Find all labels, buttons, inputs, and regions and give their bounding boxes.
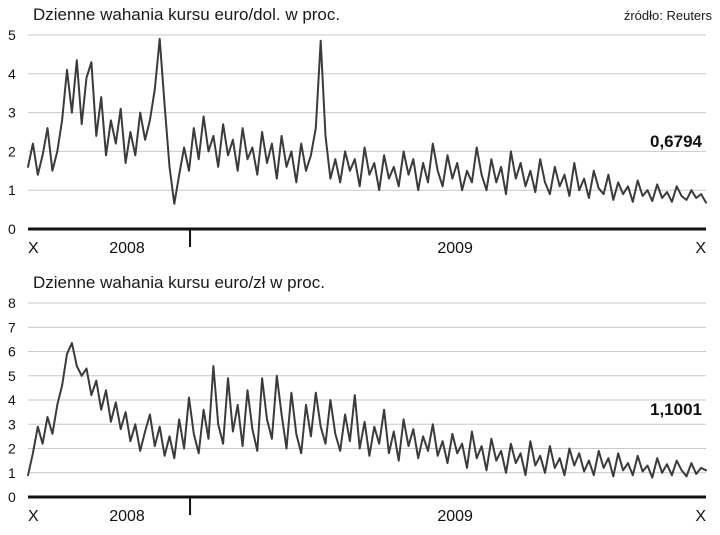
x-axis-label: X	[28, 240, 39, 257]
y-tick-label: 1	[8, 182, 16, 198]
last-value-label: 0,6794	[650, 132, 703, 151]
y-tick-label: 2	[8, 143, 16, 159]
y-tick-label: 0	[8, 221, 16, 237]
x-axis-label: X	[695, 240, 706, 257]
chart-header: Dzienne wahania kursu euro/zł w proc.	[0, 257, 720, 295]
y-tick-label: 1	[8, 465, 16, 481]
x-axis-label: 2009	[437, 240, 473, 257]
y-tick-label: 3	[8, 416, 16, 432]
chart-title: Dzienne wahania kursu euro/dol. w proc.	[33, 5, 341, 24]
chart-eur-pln-volatility: Dzienne wahania kursu euro/zł w proc. 0 1…	[0, 257, 720, 525]
y-tick-label: 2	[8, 441, 16, 457]
y-tick-label: 3	[8, 105, 16, 121]
x-axis-label: X	[28, 508, 39, 525]
series-line	[27, 342, 707, 479]
y-tick-label: 4	[8, 392, 16, 408]
chart-source: źródło: Reuters	[623, 8, 712, 23]
chart-header: Dzienne wahania kursu euro/dol. w proc. …	[0, 0, 720, 27]
x-axis-label: 2008	[109, 508, 145, 525]
y-tick-label: 4	[8, 66, 16, 82]
y-tick-label: 0	[8, 489, 16, 505]
x-axis-label: X	[695, 508, 706, 525]
chart-eur-usd-volatility: Dzienne wahania kursu euro/dol. w proc. …	[0, 0, 720, 257]
eur-pln-volatility-plot: 0 1 2 3 4 5 6 7 8 X 2008 2009 X 1,1001	[8, 295, 707, 525]
y-tick-label: 6	[8, 344, 16, 360]
y-tick-label: 8	[8, 295, 16, 311]
eur-usd-volatility-plot: 0 1 2 3 4 5 X 2008 2009 X 0,6794	[8, 27, 707, 257]
chart-title: Dzienne wahania kursu euro/zł w proc.	[33, 273, 325, 292]
y-tick-label: 7	[8, 319, 16, 335]
x-axis-label: 2009	[437, 508, 473, 525]
series-line	[27, 37, 707, 205]
x-axis-label: 2008	[109, 240, 145, 257]
y-tick-label: 5	[8, 27, 16, 43]
last-value-label: 1,1001	[650, 400, 702, 419]
y-tick-label: 5	[8, 368, 16, 384]
